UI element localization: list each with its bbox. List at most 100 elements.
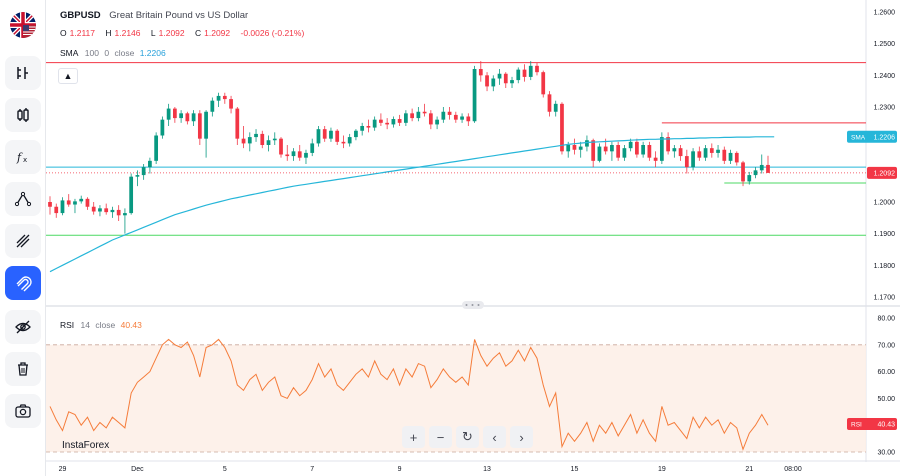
rsi-param-length: 14 bbox=[80, 320, 91, 330]
magnet-icon[interactable] bbox=[5, 266, 41, 300]
candle-body bbox=[647, 145, 652, 158]
candle-body bbox=[435, 119, 439, 125]
candle-body bbox=[416, 111, 421, 119]
candle-body bbox=[285, 154, 290, 157]
rsi-tick-label: 30.00 bbox=[877, 450, 895, 457]
chart-type-icon[interactable] bbox=[5, 98, 41, 132]
collapse-legend-button[interactable]: ▲ bbox=[58, 68, 78, 84]
scroll-left-button[interactable]: ‹ bbox=[483, 426, 506, 448]
candle-body bbox=[385, 122, 390, 125]
candles-icon[interactable] bbox=[5, 56, 41, 90]
candle-body bbox=[329, 130, 333, 139]
time-tick-label: 29 bbox=[59, 466, 67, 473]
candle-body bbox=[85, 198, 90, 207]
sma-param-length: 100 bbox=[84, 48, 99, 58]
screenshot-icon[interactable] bbox=[5, 394, 41, 428]
candle-body bbox=[241, 138, 246, 144]
rsi-legend[interactable]: RSI 14 close 40.43 bbox=[60, 320, 142, 330]
candle-body bbox=[478, 69, 483, 76]
candle-body bbox=[322, 129, 327, 139]
ohlc-low-value: 1.2092 bbox=[158, 28, 185, 38]
candle-body bbox=[622, 148, 627, 158]
rsi-tick-label: 60.00 bbox=[877, 369, 895, 376]
candle-body bbox=[522, 69, 527, 77]
candle-body bbox=[460, 116, 464, 120]
price-tag-1-value: 1.2092 bbox=[874, 170, 896, 177]
candle-body bbox=[379, 119, 383, 123]
candle-body bbox=[697, 151, 702, 158]
candle-body bbox=[447, 111, 452, 115]
candle-body bbox=[709, 148, 714, 153]
candle-body bbox=[335, 130, 340, 142]
brand-watermark: InstaForex bbox=[62, 440, 110, 451]
candle-body bbox=[197, 113, 202, 139]
price-tick-label: 1.1700 bbox=[874, 295, 896, 302]
candle-body bbox=[422, 111, 427, 114]
price-tick-label: 1.2400 bbox=[874, 73, 896, 80]
fib-tools-icon[interactable] bbox=[5, 224, 41, 258]
price-tick-label: 1.2300 bbox=[874, 105, 896, 112]
ohlc-high-value: 1.2146 bbox=[114, 28, 141, 38]
candle-body bbox=[216, 95, 221, 101]
drawing-tools-icon[interactable] bbox=[5, 182, 41, 216]
candle-body bbox=[753, 170, 758, 176]
candle-body bbox=[547, 94, 552, 112]
rsi-tag-0-value: 40.43 bbox=[877, 422, 895, 429]
rsi-tag-0-bg bbox=[847, 418, 897, 431]
price-tick-label: 1.1800 bbox=[874, 263, 896, 270]
chevron-right-icon: › bbox=[519, 429, 524, 445]
symbol-name[interactable]: GBPUSD bbox=[60, 10, 101, 21]
candle-body bbox=[597, 146, 602, 161]
rsi-line bbox=[49, 338, 769, 451]
zoom-in-button[interactable]: + bbox=[402, 426, 425, 448]
candle-body bbox=[759, 164, 764, 171]
candle-body bbox=[191, 113, 196, 122]
plus-icon: + bbox=[409, 429, 418, 445]
ohlc-close-value: 1.2092 bbox=[204, 28, 231, 38]
time-tick-label: Dec bbox=[131, 466, 144, 473]
zoom-out-button[interactable]: − bbox=[429, 426, 452, 448]
candle-body bbox=[272, 138, 277, 141]
ohlc-open-value: 1.2117 bbox=[69, 28, 95, 38]
candle-body bbox=[672, 148, 677, 152]
candle-body bbox=[766, 164, 770, 173]
candle-body bbox=[560, 103, 564, 152]
candle-body bbox=[254, 133, 258, 138]
candle-body bbox=[291, 151, 296, 157]
sma-value: 1.2206 bbox=[139, 48, 166, 58]
candle-body bbox=[641, 145, 646, 155]
time-tick-label: 7 bbox=[310, 466, 314, 473]
rsi-name: RSI bbox=[60, 320, 75, 330]
candle-body bbox=[585, 140, 589, 147]
candle-body bbox=[341, 141, 346, 144]
candle-body bbox=[466, 116, 471, 122]
candle-body bbox=[453, 114, 458, 120]
candle-body bbox=[397, 119, 402, 123]
candle-body bbox=[247, 137, 252, 144]
scroll-right-button[interactable]: › bbox=[510, 426, 533, 448]
candle-body bbox=[441, 111, 446, 120]
reset-chart-button[interactable]: ↻ bbox=[456, 426, 479, 448]
rsi-param-source: close bbox=[95, 320, 116, 330]
price-tick-label: 1.2600 bbox=[874, 10, 896, 17]
symbol-description: Great Britain Pound vs US Dollar bbox=[109, 10, 249, 21]
candle-body bbox=[354, 130, 358, 138]
candle-body bbox=[304, 152, 308, 158]
ohlc-low-label: L bbox=[150, 28, 156, 38]
candle-body bbox=[66, 200, 71, 205]
sma-legend[interactable]: SMA 100 0 close 1.2206 bbox=[60, 48, 166, 58]
candle-body bbox=[541, 72, 546, 95]
delete-drawings-icon[interactable] bbox=[5, 352, 41, 386]
rsi-tick-label: 70.00 bbox=[877, 342, 895, 349]
hide-drawings-icon[interactable] bbox=[5, 310, 41, 344]
candle-body bbox=[516, 69, 521, 81]
chart-navigation-controls: + − ↻ ‹ › bbox=[402, 426, 533, 448]
rsi-tag-0-label: RSI bbox=[851, 422, 862, 429]
price-tag-1-bg bbox=[867, 166, 897, 179]
svg-text:f: f bbox=[16, 151, 23, 164]
candle-body bbox=[260, 133, 265, 145]
candle-body bbox=[485, 75, 489, 87]
